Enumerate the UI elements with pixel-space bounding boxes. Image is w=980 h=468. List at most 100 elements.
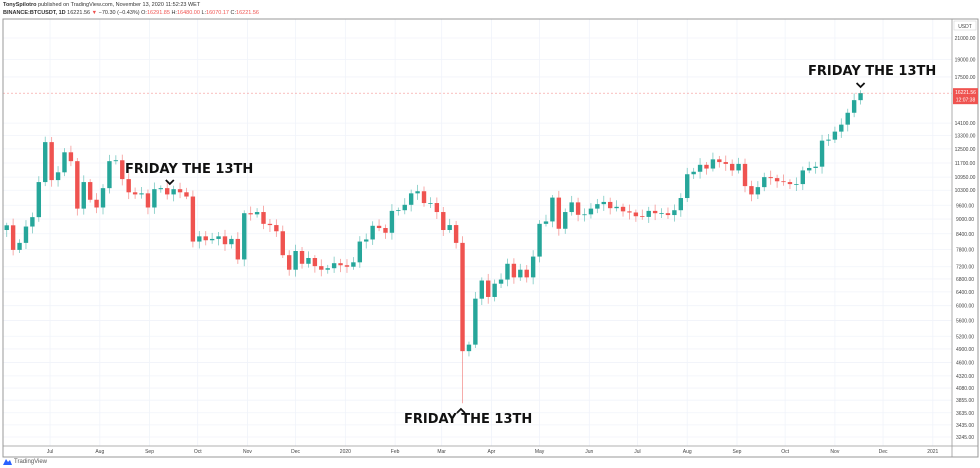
candle-body <box>389 210 395 233</box>
candle-body <box>749 186 754 195</box>
candle-body <box>633 212 639 217</box>
published-text: published on TradingView.com, November 1… <box>38 2 201 8</box>
candle-body <box>242 213 247 260</box>
candle-body <box>75 161 80 209</box>
candle-body <box>627 211 632 213</box>
candle-body <box>36 182 42 218</box>
candle-body <box>30 217 35 227</box>
price-tick-label: 7200.00 <box>956 265 974 271</box>
candle-body <box>383 228 388 233</box>
time-tick-label: Apr <box>488 449 496 455</box>
time-axis[interactable]: Jul Aug Sep Oct Nov Dec 2020 Feb Mar Apr May Jun Jul… <box>47 449 939 455</box>
candle-body <box>49 142 54 181</box>
candle-body <box>441 212 446 231</box>
candle-body <box>120 160 125 180</box>
candle-body <box>267 223 273 226</box>
candle-body <box>357 241 363 263</box>
candle-body <box>280 231 285 256</box>
candle-body <box>774 178 780 182</box>
symbol[interactable]: BINANCE:BTCUSDT, 1D <box>3 10 66 16</box>
candle-body <box>376 225 382 229</box>
candle-body <box>152 189 157 208</box>
candle-body <box>177 189 183 193</box>
time-tick-label: Nov <box>830 449 839 455</box>
price-tick-label: 4600.00 <box>956 360 974 366</box>
time-tick-label: Sep <box>733 449 742 455</box>
candle-body <box>582 214 587 216</box>
time-tick-label: Dec <box>879 449 888 455</box>
candle-body <box>794 184 799 185</box>
time-tick-label: Jul <box>634 449 640 455</box>
annotation-label: FRIDAY THE 13TH <box>404 412 533 427</box>
price-tick-label: 3435.00 <box>956 423 974 429</box>
candle-body <box>569 202 574 213</box>
price-tag-value: 16221.56 <box>955 90 976 96</box>
candle-body <box>370 225 375 240</box>
candle-body <box>293 250 298 270</box>
candle-body <box>742 163 748 187</box>
candle-body <box>248 213 253 215</box>
price-tick-label: 11700.00 <box>955 161 976 167</box>
price-tick-label: 4080.00 <box>956 386 974 392</box>
candle-body <box>460 242 465 352</box>
candle-body <box>447 225 452 231</box>
price-tick-label: 8400.00 <box>956 232 974 238</box>
price-tick-label: 9600.00 <box>956 203 974 209</box>
candle-body <box>845 112 850 125</box>
grid <box>3 19 952 446</box>
tradingview-logo[interactable]: TradingView <box>3 458 47 465</box>
high-value: 16480.00 <box>176 10 200 16</box>
price-tick-label: 9000.00 <box>956 217 974 223</box>
candle-body <box>530 256 536 278</box>
candle-body <box>338 263 343 266</box>
candle-body <box>479 280 484 299</box>
publish-info: TonySpilotro published on TradingView.co… <box>3 2 200 8</box>
candle-body <box>588 208 594 215</box>
price-tick-label: 14100.00 <box>955 121 976 127</box>
candle-body <box>640 216 645 218</box>
author[interactable]: TonySpilotro <box>3 2 37 8</box>
price-axis[interactable]: 21000.00 19000.00 17500.00 14100.00 13300.00… <box>955 36 976 441</box>
candle-body <box>197 236 202 242</box>
chart-frame <box>2 18 979 458</box>
down-arrow-icon: ▼ <box>91 10 98 16</box>
candle-body <box>306 258 311 264</box>
time-tick-label: Oct <box>194 449 202 455</box>
high-label: H: <box>171 10 177 16</box>
price-tick-label: 12500.00 <box>955 147 976 153</box>
candle-body <box>190 196 196 242</box>
candle-body <box>299 250 305 264</box>
candle-body <box>319 266 324 270</box>
logo-text: TradingView <box>14 458 48 465</box>
time-tick-label: Aug <box>95 449 104 455</box>
candle-body <box>607 201 613 209</box>
candle-body <box>139 193 144 195</box>
candle-body <box>807 167 812 171</box>
candle-body <box>839 124 844 132</box>
candle-body <box>729 163 735 171</box>
candle-body <box>768 177 773 179</box>
candle-body <box>62 152 67 173</box>
candle-body <box>235 238 241 260</box>
candle-body <box>113 160 119 162</box>
candle-body <box>286 255 292 270</box>
price-tick-label: 17500.00 <box>955 75 976 81</box>
candle-body <box>100 188 106 208</box>
candle-body <box>216 236 221 239</box>
candle-body <box>132 192 138 195</box>
open-value: 16291.85 <box>146 10 170 16</box>
candle-body <box>697 164 703 172</box>
price-tick-label: 6800.00 <box>956 277 974 283</box>
time-tick-label: 2021 <box>927 449 938 455</box>
price-tick-label: 3245.00 <box>956 435 974 441</box>
annotation-label: FRIDAY THE 13TH <box>125 162 254 177</box>
last-price: 16221.56 <box>67 10 91 16</box>
candle-body <box>428 203 433 204</box>
candle-body <box>107 161 112 189</box>
close-value: 16221.56 <box>236 10 259 16</box>
candle-body <box>550 197 555 222</box>
candle-body <box>652 210 658 214</box>
candle-body <box>364 239 369 242</box>
candle-body <box>678 198 684 211</box>
